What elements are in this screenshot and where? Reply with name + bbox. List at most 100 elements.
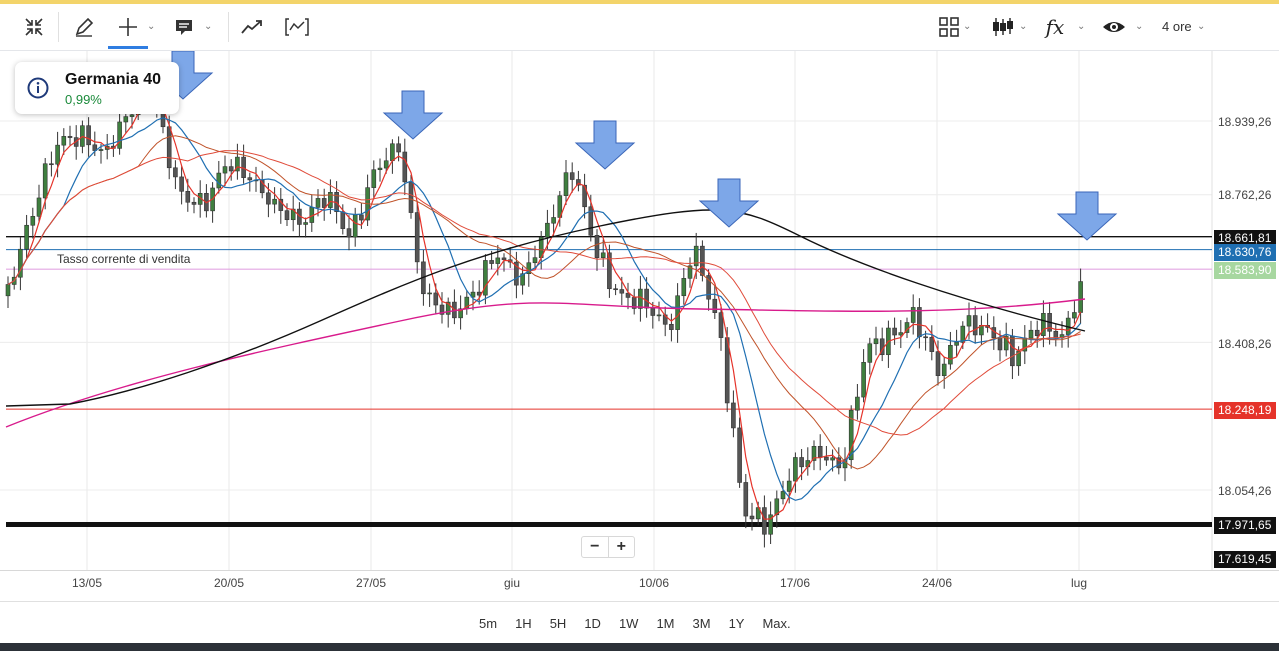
chevron-down-icon[interactable]: ⌄: [1019, 21, 1028, 32]
candle-body: [49, 163, 54, 166]
moving-average-red-slow: [7, 150, 1081, 436]
candle-body: [811, 446, 817, 461]
price-tag-support-line: 17.971,65: [1214, 517, 1276, 534]
candle-body: [179, 176, 184, 192]
candle-body: [687, 265, 693, 279]
price-chart[interactable]: [0, 51, 1279, 571]
candle-body: [848, 409, 854, 461]
period-1w[interactable]: 1W: [618, 616, 639, 631]
candle-body: [861, 362, 866, 398]
period-1d[interactable]: 1D: [584, 616, 601, 631]
candle-body: [390, 143, 395, 162]
candle-body: [923, 336, 928, 339]
candle-body: [582, 184, 587, 208]
x-axis-label: lug: [1070, 576, 1088, 590]
chevron-down-icon[interactable]: ⌄: [1135, 21, 1144, 32]
candle-body: [836, 457, 842, 469]
candle-body: [793, 457, 798, 482]
pencil-icon[interactable]: [70, 4, 98, 50]
moving-average-brown: [7, 135, 1081, 470]
period-1m[interactable]: 1M: [656, 616, 675, 631]
candle-body: [24, 224, 29, 250]
zoom-out-button[interactable]: −: [590, 538, 600, 555]
candle-body: [228, 166, 234, 172]
period-5m[interactable]: 5m: [479, 616, 498, 631]
candle-body: [55, 144, 60, 165]
period-5h[interactable]: 5H: [549, 616, 567, 631]
candle-body: [576, 179, 581, 186]
candle-body: [799, 457, 804, 468]
candle-body: [786, 480, 792, 492]
candle-body: [873, 338, 879, 345]
candle-body: [625, 292, 631, 298]
arrow-down-icon: [382, 90, 444, 140]
trend-icon[interactable]: [238, 4, 266, 50]
candle-body: [551, 217, 556, 224]
chevron-down-icon[interactable]: ⌄: [204, 21, 213, 32]
chevron-down-icon[interactable]: ⌄: [1197, 21, 1206, 32]
candle-body: [266, 192, 271, 205]
candle-body: [216, 172, 222, 189]
candles-icon[interactable]: [989, 4, 1017, 50]
interval-selector[interactable]: 4 ore: [1162, 19, 1192, 34]
candle-body: [613, 288, 618, 291]
period-1y[interactable]: 1Y: [728, 616, 745, 631]
candle-body: [458, 308, 463, 319]
candle-body: [607, 252, 612, 290]
candle-body: [718, 312, 724, 338]
chevron-down-icon[interactable]: ⌄: [147, 21, 156, 32]
candle-body: [675, 295, 680, 330]
x-axis-label: 27/05: [355, 576, 387, 590]
sell-rate-label: Tasso corrente di vendita: [57, 252, 191, 266]
chart-canvas[interactable]: [0, 51, 1279, 571]
layout-icon[interactable]: [936, 4, 962, 50]
candle-body: [495, 257, 501, 264]
collapse-icon[interactable]: [20, 4, 48, 50]
period-3m[interactable]: 3M: [692, 616, 711, 631]
candle-body: [650, 307, 656, 316]
chevron-down-icon[interactable]: ⌄: [1077, 21, 1086, 32]
candle-body: [1010, 335, 1015, 367]
candle-body: [427, 292, 432, 295]
eye-icon[interactable]: [1100, 4, 1128, 50]
fx-icon[interactable]: 𝑓x: [1045, 15, 1065, 39]
candle-body: [61, 136, 67, 146]
comment-icon[interactable]: [170, 4, 198, 50]
price-tag-blue-line: 18.630,76: [1214, 244, 1276, 261]
x-axis-line: [0, 570, 1279, 571]
candle-body: [532, 257, 538, 264]
price-tag-axis-min: 17.619,45: [1214, 551, 1276, 568]
candle-body: [929, 336, 935, 352]
toolbar-divider: [58, 12, 59, 42]
candle-body: [30, 216, 36, 226]
candle-body: [700, 245, 705, 276]
candle-body: [117, 121, 122, 149]
candle-body: [1072, 312, 1077, 319]
candle-body: [743, 482, 749, 517]
candle-body: [5, 284, 11, 297]
instrument-card[interactable]: Germania 40 0,99%: [15, 62, 179, 114]
candle-body: [67, 136, 73, 138]
candle-body: [892, 327, 897, 336]
crosshair-icon[interactable]: [114, 4, 142, 50]
candle-body: [352, 214, 358, 238]
candle-body: [166, 126, 172, 169]
period-1h[interactable]: 1H: [515, 616, 532, 631]
candle-body: [669, 323, 674, 330]
candle-body: [644, 288, 649, 309]
moving-average-black: [5, 209, 1086, 407]
taskbar-strip: [0, 643, 1279, 651]
candle-body: [129, 114, 135, 117]
candle-body: [1053, 330, 1059, 339]
candle-body: [693, 245, 699, 267]
chevron-down-icon[interactable]: ⌄: [963, 21, 972, 32]
indicator-box-icon[interactable]: [282, 4, 312, 50]
zoom-in-button[interactable]: +: [607, 537, 635, 557]
period-max[interactable]: Max.: [762, 616, 791, 631]
price-axis-label: 18.762,26: [1218, 188, 1272, 202]
candle-body: [855, 396, 860, 411]
candle-body: [408, 181, 414, 213]
x-axis-label: 10/06: [638, 576, 670, 590]
price-axis-label: 18.054,26: [1218, 484, 1272, 498]
info-icon[interactable]: [27, 77, 49, 99]
